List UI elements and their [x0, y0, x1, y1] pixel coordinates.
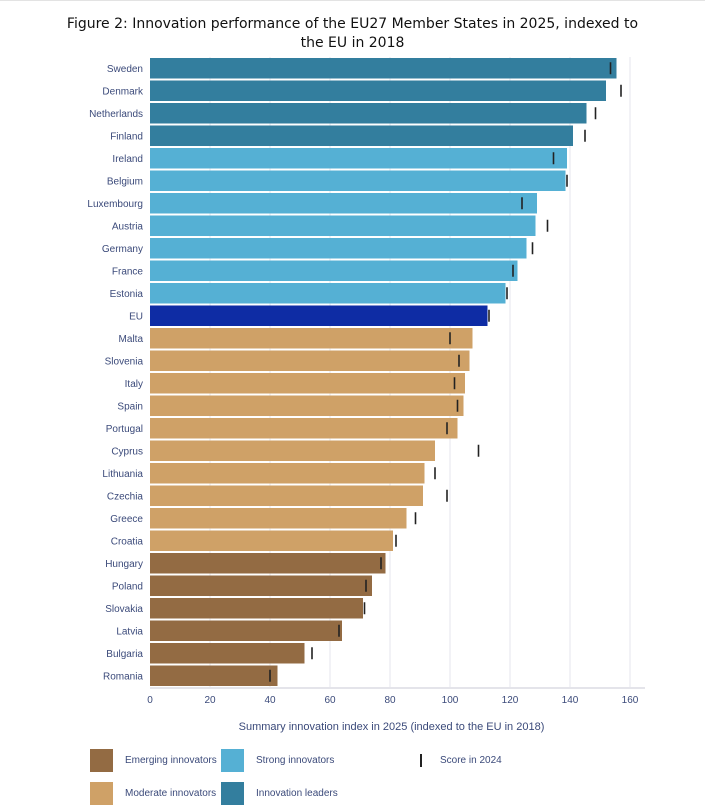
category-label-poland: Poland [112, 581, 143, 592]
legend-swatch-strong [221, 749, 244, 772]
bar-germany [150, 238, 527, 259]
top-rule [0, 0, 705, 1]
category-label-bulgaria: Bulgaria [106, 649, 143, 660]
category-labels: Sweden Denmark Netherlands Finland Ireland Be… [87, 64, 144, 683]
bar-spain [150, 395, 464, 416]
category-label-ireland: Ireland [112, 154, 143, 165]
bar-bulgaria [150, 643, 305, 664]
category-label-czechia: Czechia [107, 491, 144, 502]
x-tick-label: 100 [442, 695, 459, 706]
bar-eu [150, 305, 488, 326]
bar-sweden [150, 58, 617, 79]
legend-swatch-moderate [90, 782, 113, 805]
bars [150, 58, 617, 686]
bar-chart: Sweden Denmark Netherlands Finland Ireland Be… [87, 57, 645, 733]
category-label-eu: EU [129, 311, 143, 322]
category-label-cyprus: Cyprus [111, 446, 143, 457]
bar-romania [150, 665, 278, 686]
legend-swatch-leaders [221, 782, 244, 805]
bar-hungary [150, 553, 386, 574]
bar-luxembourg [150, 193, 537, 214]
x-tick-label: 80 [384, 695, 396, 706]
legend-label-moderate: Moderate innovators [125, 788, 217, 799]
legend-label-leaders: Innovation leaders [256, 788, 338, 799]
category-label-germany: Germany [102, 244, 143, 255]
bar-slovakia [150, 598, 363, 619]
x-tick-label: 20 [204, 695, 216, 706]
category-label-austria: Austria [112, 221, 144, 232]
legend-swatch-emerging [90, 749, 113, 772]
bar-latvia [150, 620, 342, 641]
category-label-sweden: Sweden [107, 64, 143, 75]
category-label-romania: Romania [103, 671, 143, 682]
category-label-slovenia: Slovenia [105, 356, 144, 367]
score-2024-markers [269, 62, 622, 682]
category-label-finland: Finland [110, 131, 143, 142]
x-tick-labels: 0 20 40 60 80 100 120 140 160 [147, 695, 639, 706]
x-tick-label: 0 [147, 695, 153, 706]
bar-lithuania [150, 463, 425, 484]
category-label-denmark: Denmark [102, 86, 144, 97]
category-label-malta: Malta [119, 334, 144, 345]
x-tick-label: 140 [562, 695, 579, 706]
x-tick-label: 120 [502, 695, 519, 706]
category-label-spain: Spain [117, 401, 143, 412]
bar-malta [150, 328, 473, 349]
x-tick-label: 160 [622, 695, 639, 706]
bar-denmark [150, 80, 606, 101]
bar-netherlands [150, 103, 587, 124]
bar-ireland [150, 148, 567, 169]
legend-label-score-2024: Score in 2024 [440, 755, 502, 766]
category-label-netherlands: Netherlands [89, 109, 143, 120]
bar-finland [150, 125, 573, 146]
legend-moderate: Moderate innovators [90, 782, 216, 805]
category-label-estonia: Estonia [110, 289, 144, 300]
bar-belgium [150, 170, 566, 191]
bar-czechia [150, 485, 423, 506]
category-label-hungary: Hungary [105, 559, 143, 570]
legend-label-strong: Strong innovators [256, 755, 335, 766]
bar-estonia [150, 283, 506, 304]
legend-label-emerging: Emerging innovators [125, 755, 217, 766]
category-label-italy: Italy [125, 379, 143, 390]
category-label-croatia: Croatia [111, 536, 144, 547]
category-label-slovakia: Slovakia [105, 604, 143, 615]
category-label-france: France [112, 266, 144, 277]
legend-score-2024: Score in 2024 [411, 754, 502, 767]
category-label-luxembourg: Luxembourg [87, 199, 143, 210]
bar-poland [150, 575, 372, 596]
legend-emerging: Emerging innovators [90, 749, 217, 772]
bar-cyprus [150, 440, 435, 461]
legend-strong: Strong innovators [221, 749, 334, 772]
category-label-lithuania: Lithuania [102, 469, 143, 480]
chart-title: Figure 2: Innovation performance of the … [66, 16, 639, 51]
x-axis-title: Summary innovation index in 2025 (indexe… [239, 721, 545, 733]
bar-croatia [150, 530, 393, 551]
category-label-greece: Greece [110, 514, 143, 525]
bar-austria [150, 215, 536, 236]
bar-france [150, 260, 518, 281]
category-label-latvia: Latvia [116, 626, 143, 637]
bar-italy [150, 373, 465, 394]
bar-greece [150, 508, 407, 529]
bar-portugal [150, 418, 458, 439]
legend-marker-score-2024 [420, 754, 422, 767]
category-label-belgium: Belgium [107, 176, 143, 187]
x-tick-label: 40 [264, 695, 276, 706]
bar-slovenia [150, 350, 470, 371]
x-tick-label: 60 [324, 695, 336, 706]
legend-leaders: Innovation leaders [221, 782, 338, 805]
category-label-portugal: Portugal [106, 424, 143, 435]
